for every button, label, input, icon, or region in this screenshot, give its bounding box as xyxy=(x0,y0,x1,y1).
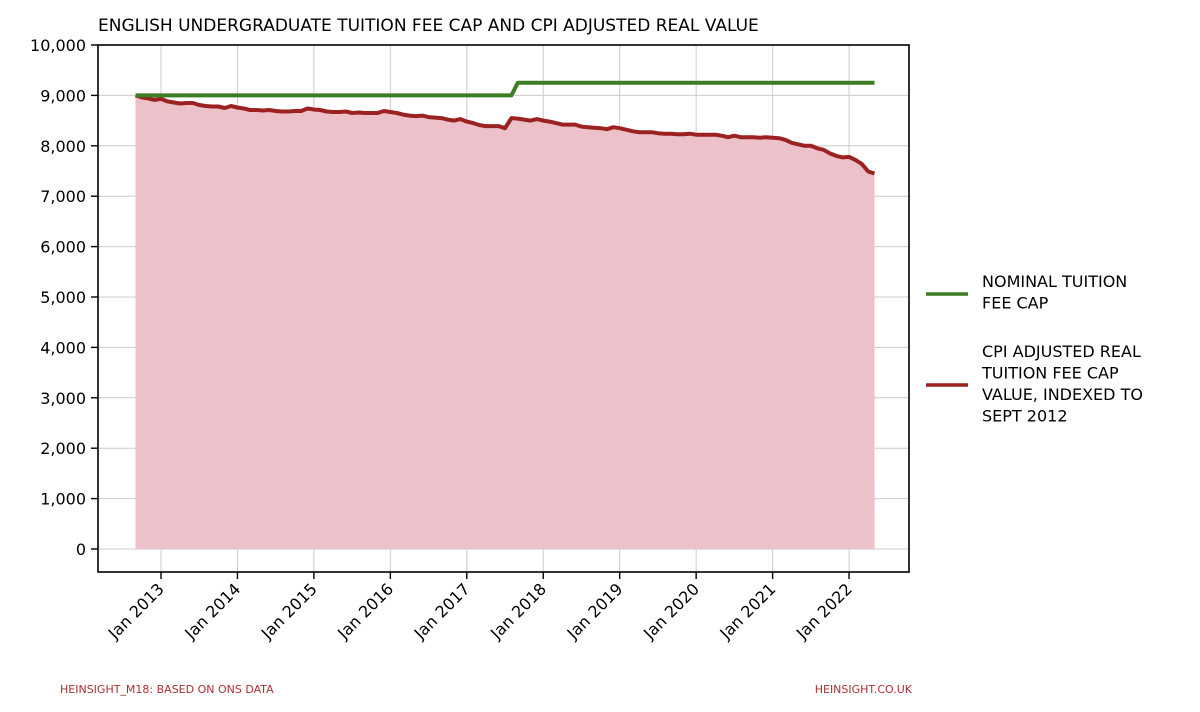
x-tick-label: Jan 2018 xyxy=(486,579,550,643)
x-tick-label: Jan 2017 xyxy=(410,579,474,643)
x-axis: Jan 2013 Jan 2014 Jan 2015 Jan 2016 Jan 2017… xyxy=(104,572,856,643)
legend-label: TUITION FEE CAP xyxy=(981,364,1119,383)
real-value-area xyxy=(135,95,875,550)
x-tick-label: Jan 2014 xyxy=(180,579,244,643)
legend-label: NOMINAL TUITION xyxy=(982,272,1127,291)
footer-source: HEINSIGHT_M18: BASED ON ONS DATA xyxy=(60,683,274,696)
y-tick-label: 4,000 xyxy=(40,338,86,357)
series-line xyxy=(134,93,876,176)
x-tick-label: Jan 2022 xyxy=(792,579,856,643)
y-tick-label: 5,000 xyxy=(40,288,86,307)
y-axis: 0 1,000 2,000 3,000 4,000 5,000 6,000 7,000 8,00… xyxy=(30,36,98,559)
legend-label: CPI ADJUSTED REAL xyxy=(982,342,1141,361)
x-tick-label: Jan 2021 xyxy=(715,579,779,643)
legend-label: VALUE, INDEXED TO xyxy=(982,385,1143,404)
x-tick-label: Jan 2016 xyxy=(333,579,397,643)
series-lines xyxy=(134,80,876,176)
y-tick-label: 8,000 xyxy=(40,137,86,156)
y-tick-label: 6,000 xyxy=(40,238,86,257)
legend: NOMINAL TUITION FEE CAP CPI ADJUSTED REAL T… xyxy=(926,272,1143,426)
y-tick-label: 9,000 xyxy=(40,86,86,105)
plot-frame xyxy=(97,44,910,573)
y-tick-label: 10,000 xyxy=(30,36,86,55)
footer-site: HEINSIGHT.CO.UK xyxy=(815,683,913,696)
y-tick-label: 2,000 xyxy=(40,439,86,458)
legend-label: SEPT 2012 xyxy=(982,407,1068,426)
x-tick-label: Jan 2015 xyxy=(257,579,321,643)
x-tick-label: Jan 2019 xyxy=(563,579,627,643)
chart-title: ENGLISH UNDERGRADUATE TUITION FEE CAP AN… xyxy=(98,16,759,36)
x-tick-label: Jan 2020 xyxy=(639,579,703,643)
y-tick-label: 3,000 xyxy=(40,389,86,408)
legend-label: FEE CAP xyxy=(982,294,1049,313)
y-tick-label: 1,000 xyxy=(40,490,86,509)
x-tick-label: Jan 2013 xyxy=(104,579,168,643)
y-tick-label: 0 xyxy=(76,540,86,559)
y-tick-label: 7,000 xyxy=(40,187,86,206)
series-line xyxy=(135,80,875,98)
